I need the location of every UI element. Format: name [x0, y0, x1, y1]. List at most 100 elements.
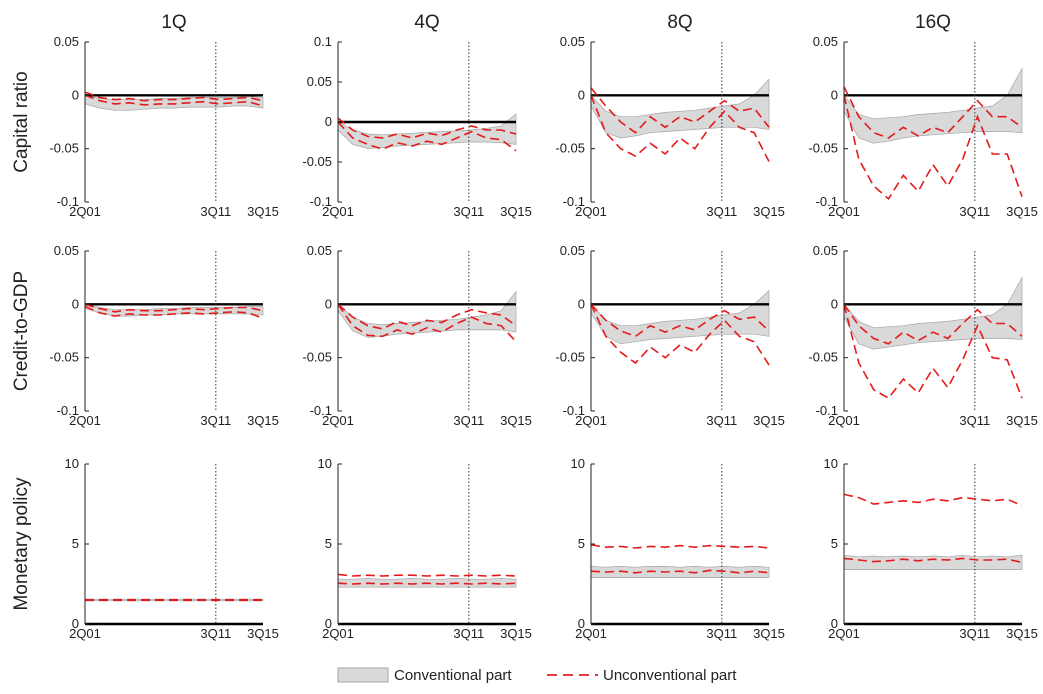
y-tick-label: 0.1 [314, 34, 332, 49]
column-title-8Q: 8Q [667, 12, 692, 33]
y-tick-label: 0.05 [560, 243, 585, 258]
y-tick-label: 0 [325, 114, 332, 129]
conventional-band [337, 290, 517, 338]
row-label-0: Capital ratio [11, 71, 32, 172]
x-tick-label-marker: 3Q11 [453, 204, 484, 219]
y-tick-label: -0.1 [563, 194, 585, 209]
y-tick-label: -0.05 [555, 350, 585, 365]
x-tick-label-start: 2Q01 [575, 204, 607, 219]
conventional-band [590, 78, 770, 139]
legend-label-unconventional: Unconventional part [603, 667, 737, 684]
x-tick-label-start: 2Q01 [575, 413, 607, 428]
panel-r0-c3: -0.1 -0.05 0 0.05 2Q01 3Q11 3Q15 [808, 34, 1038, 219]
panel-r2-c2: 0 5 10 2Q01 3Q11 3Q15 [571, 456, 785, 641]
unconventional-dashed-upper [590, 87, 770, 134]
unconventional-dashed-upper [843, 493, 1023, 507]
legend: Conventional part Unconventional part [337, 667, 737, 684]
panel-r2-c3: 0 5 10 2Q01 3Q11 3Q15 [824, 456, 1038, 641]
y-tick-label: 0.05 [54, 243, 79, 258]
y-tick-label: 0 [325, 616, 332, 631]
y-tick-label: 0 [578, 616, 585, 631]
x-tick-label-marker: 3Q11 [200, 626, 231, 641]
column-title-16Q: 16Q [915, 12, 951, 33]
conventional-band [843, 554, 1023, 570]
conventional-band [84, 94, 264, 111]
x-tick-label-marker: 3Q11 [706, 413, 737, 428]
y-tick-label: -0.1 [310, 194, 332, 209]
y-tick-label: 0 [831, 616, 838, 631]
y-tick-label: 5 [578, 536, 585, 551]
y-tick-label: 0 [72, 616, 79, 631]
y-tick-label: 0 [831, 87, 838, 102]
unconventional-dashed-lower [590, 569, 770, 574]
x-tick-label-end: 3Q15 [500, 413, 532, 428]
y-tick-label: 0 [72, 296, 79, 311]
x-tick-label-end: 3Q15 [1006, 413, 1038, 428]
x-tick-label-marker: 3Q11 [959, 204, 990, 219]
x-tick-label-start: 2Q01 [575, 626, 607, 641]
y-tick-label: -0.05 [49, 141, 79, 156]
y-tick-label: 10 [571, 456, 585, 471]
conventional-band [843, 276, 1023, 350]
y-tick-label: -0.05 [555, 141, 585, 156]
column-title-4Q: 4Q [414, 12, 439, 33]
y-tick-label: 0 [72, 87, 79, 102]
x-tick-label-end: 3Q15 [247, 204, 279, 219]
y-tick-label: 10 [65, 456, 79, 471]
column-title-1Q: 1Q [161, 12, 186, 33]
panel-r0-c2: -0.1 -0.05 0 0.05 2Q01 3Q11 3Q15 [555, 34, 785, 219]
panel-r1-c1: -0.1 -0.05 0 0.05 2Q01 3Q11 3Q15 [302, 243, 532, 428]
unconventional-dashed-upper [84, 303, 264, 313]
conventional-band [590, 289, 770, 345]
row-label-1: Credit-to-GDP [11, 271, 32, 391]
x-tick-label-end: 3Q15 [1006, 626, 1038, 641]
unconventional-dashed-lower [84, 94, 264, 107]
y-tick-label: 0.05 [307, 74, 332, 89]
panel-grid: 1Q 4Q 8Q 16Q Capital ratio Credit-to-GDP Monet… [11, 12, 1038, 641]
x-tick-label-end: 3Q15 [247, 626, 279, 641]
y-tick-label: -0.1 [563, 403, 585, 418]
x-tick-label-start: 2Q01 [322, 413, 354, 428]
x-tick-label-marker: 3Q11 [706, 626, 737, 641]
unconventional-dashed-upper [337, 303, 517, 330]
y-tick-label: -0.05 [49, 350, 79, 365]
y-tick-label: 0.05 [54, 34, 79, 49]
y-tick-label: -0.05 [302, 154, 332, 169]
x-tick-label-start: 2Q01 [828, 204, 860, 219]
x-tick-label-end: 3Q15 [753, 626, 785, 641]
panel-r1-c3: -0.1 -0.05 0 0.05 2Q01 3Q11 3Q15 [808, 243, 1038, 428]
x-tick-label-marker: 3Q11 [453, 413, 484, 428]
x-tick-label-end: 3Q15 [753, 413, 785, 428]
x-tick-label-marker: 3Q11 [959, 626, 990, 641]
unconventional-dashed-lower [337, 121, 517, 152]
x-tick-label-start: 2Q01 [69, 626, 101, 641]
y-tick-label: -0.1 [57, 194, 79, 209]
unconventional-dashed-upper [337, 117, 517, 139]
unconventional-dashed-lower [590, 95, 770, 162]
y-tick-label: -0.1 [816, 403, 838, 418]
panel-r1-c0: -0.1 -0.05 0 0.05 2Q01 3Q11 3Q15 [49, 243, 279, 428]
x-tick-label-end: 3Q15 [753, 204, 785, 219]
x-tick-label-end: 3Q15 [500, 204, 532, 219]
y-tick-label: 5 [325, 536, 332, 551]
x-tick-label-start: 2Q01 [322, 626, 354, 641]
panel-r2-c1: 0 5 10 2Q01 3Q11 3Q15 [318, 456, 532, 641]
y-tick-label: -0.05 [808, 350, 838, 365]
x-tick-label-start: 2Q01 [69, 204, 101, 219]
x-tick-label-marker: 3Q11 [706, 204, 737, 219]
panel-r2-c0: 0 5 10 2Q01 3Q11 3Q15 [65, 456, 279, 641]
x-tick-label-marker: 3Q11 [959, 413, 990, 428]
unconventional-dashed-lower [843, 95, 1023, 201]
y-tick-label: 0.05 [813, 34, 838, 49]
x-tick-label-end: 3Q15 [1006, 204, 1038, 219]
x-tick-label-start: 2Q01 [322, 204, 354, 219]
unconventional-dashed-lower [337, 303, 517, 343]
legend-label-conventional: Conventional part [394, 667, 512, 684]
panel-r0-c0: -0.1 -0.05 0 0.05 2Q01 3Q11 3Q15 [49, 34, 279, 219]
y-tick-label: 0.05 [813, 243, 838, 258]
y-tick-label: -0.1 [57, 403, 79, 418]
y-tick-label: 0 [578, 87, 585, 102]
unconventional-dashed-lower [843, 557, 1023, 564]
y-tick-label: -0.05 [808, 141, 838, 156]
